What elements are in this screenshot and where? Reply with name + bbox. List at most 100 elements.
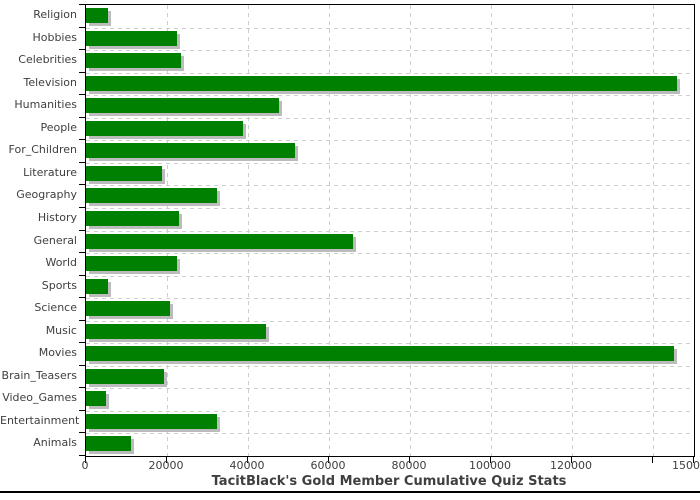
y-axis-tick — [79, 230, 85, 231]
horizontal-gridline — [86, 388, 694, 389]
bar-history[interactable] — [86, 211, 179, 226]
y-axis-tick — [79, 387, 85, 388]
y-axis-tick — [79, 432, 85, 433]
y-axis-label: For_Children — [8, 143, 77, 157]
y-axis-label: Entertainment — [0, 413, 80, 427]
y-axis-label: Television — [23, 75, 78, 89]
x-axis-label: 40000 — [229, 459, 265, 472]
bar-sports[interactable] — [86, 279, 108, 294]
bar-music[interactable] — [86, 324, 266, 339]
y-axis-label: Celebrities — [18, 53, 77, 67]
y-axis-tick — [79, 72, 85, 73]
y-axis-tick — [79, 275, 85, 276]
vertical-gridline — [329, 5, 331, 456]
y-axis-label: Hobbies — [32, 30, 77, 44]
y-axis-label: Science — [34, 301, 77, 315]
chart-title: TacitBlack's Gold Member Cumulative Quiz… — [211, 474, 567, 489]
y-axis-tick — [79, 455, 85, 456]
x-axis-tick — [693, 456, 694, 463]
vertical-gridline — [248, 5, 250, 456]
y-axis-label: Religion — [33, 8, 77, 21]
y-axis-label: Movies — [38, 346, 77, 360]
bar-humanities[interactable] — [86, 98, 279, 113]
y-axis-tick — [79, 4, 85, 5]
y-axis-label: Video_Games — [2, 391, 77, 405]
y-axis-label: History — [37, 210, 77, 224]
bar-world[interactable] — [86, 256, 177, 271]
x-axis-tick — [652, 456, 653, 463]
y-axis-tick — [79, 297, 85, 298]
y-axis-tick — [79, 49, 85, 50]
bar-science[interactable] — [86, 301, 170, 316]
horizontal-gridline — [86, 163, 694, 164]
horizontal-gridline — [86, 298, 694, 299]
y-axis-label: Literature — [23, 165, 77, 179]
horizontal-gridline — [86, 28, 694, 29]
y-axis-tick — [79, 320, 85, 321]
horizontal-gridline — [86, 231, 694, 232]
x-axis-tick — [571, 456, 572, 463]
y-axis-tick — [79, 342, 85, 343]
y-axis-label: World — [45, 256, 77, 270]
bar-entertainment[interactable] — [86, 414, 217, 429]
bar-television[interactable] — [86, 76, 677, 91]
y-axis-tick — [79, 207, 85, 208]
bar-geography[interactable] — [86, 188, 217, 203]
y-axis-label: Geography — [16, 188, 77, 202]
bar-religion[interactable] — [86, 8, 108, 23]
bar-brain_teasers[interactable] — [86, 369, 164, 384]
y-axis-label: Sports — [41, 278, 77, 292]
bar-video_games[interactable] — [86, 391, 106, 406]
x-axis-label: 20000 — [148, 459, 184, 472]
y-axis-label: Brain_Teasers — [1, 368, 77, 382]
x-axis-label: 80000 — [391, 459, 427, 472]
x-axis-tick — [247, 456, 248, 463]
horizontal-gridline — [86, 366, 694, 367]
horizontal-gridline — [86, 140, 694, 141]
x-axis-label: 120000 — [550, 459, 592, 472]
y-axis-tick — [79, 27, 85, 28]
vertical-gridline — [167, 5, 169, 456]
x-axis-tick — [409, 456, 410, 463]
horizontal-gridline — [86, 276, 694, 277]
horizontal-gridline — [86, 433, 694, 434]
horizontal-gridline — [86, 185, 694, 186]
x-axis-label: 60000 — [310, 459, 346, 472]
bar-general[interactable] — [86, 234, 353, 249]
horizontal-gridline — [86, 343, 694, 344]
horizontal-gridline — [86, 95, 694, 96]
vertical-gridline — [491, 5, 493, 456]
x-axis-tick — [166, 456, 167, 463]
bar-movies[interactable] — [86, 346, 674, 361]
y-axis-tick — [79, 139, 85, 140]
y-axis-label: General — [33, 233, 77, 247]
bar-people[interactable] — [86, 121, 243, 136]
vertical-gridline — [653, 5, 655, 456]
bar-hobbies[interactable] — [86, 31, 177, 46]
vertical-gridline — [572, 5, 574, 456]
plot-area — [85, 4, 695, 457]
y-axis-tick — [79, 184, 85, 185]
x-axis-tick — [328, 456, 329, 463]
horizontal-gridline — [86, 253, 694, 254]
bar-celebrities[interactable] — [86, 53, 181, 68]
y-axis-tick — [79, 410, 85, 411]
y-axis-label: Animals — [33, 436, 77, 450]
x-axis-label: 150000 — [672, 459, 700, 472]
y-axis-tick — [79, 162, 85, 163]
horizontal-gridline — [86, 208, 694, 209]
x-axis-tick — [85, 456, 86, 463]
y-axis-label: Music — [45, 323, 77, 337]
bar-animals[interactable] — [86, 436, 131, 451]
vertical-gridline — [410, 5, 412, 456]
bar-literature[interactable] — [86, 166, 162, 181]
x-axis-tick — [490, 456, 491, 463]
horizontal-gridline — [86, 73, 694, 74]
y-axis-label: People — [40, 120, 77, 134]
y-axis-tick — [79, 117, 85, 118]
bottom-divider — [0, 491, 700, 493]
y-axis-tick — [79, 365, 85, 366]
bar-for_children[interactable] — [86, 143, 295, 158]
horizontal-gridline — [86, 411, 694, 412]
